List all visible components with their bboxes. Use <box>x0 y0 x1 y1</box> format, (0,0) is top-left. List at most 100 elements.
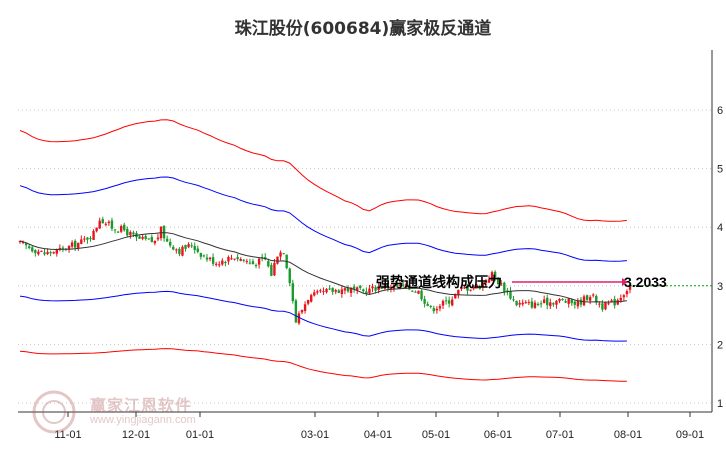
candle-body <box>542 299 546 303</box>
candle-body <box>218 264 221 266</box>
candle-body <box>224 262 227 264</box>
candle-body <box>227 257 230 262</box>
candle-body <box>503 282 506 292</box>
candle-body <box>190 245 193 247</box>
candle-body <box>297 313 301 324</box>
candle-body <box>518 302 521 305</box>
candle-body <box>126 228 129 236</box>
candle-body <box>58 247 62 249</box>
candle-body <box>447 300 451 304</box>
candle-body <box>119 226 123 232</box>
candle-body <box>622 295 626 298</box>
candle-body <box>337 290 340 293</box>
candle-body <box>313 292 316 296</box>
candle-body <box>438 306 442 309</box>
candle-body <box>211 257 215 264</box>
candle-body <box>515 300 518 306</box>
candle-body <box>61 247 65 249</box>
candle-body <box>441 300 445 306</box>
candle-body <box>478 286 481 289</box>
candle-body <box>306 299 310 304</box>
candle-body <box>552 303 555 305</box>
candle-body <box>236 257 239 260</box>
candle-body <box>221 260 224 265</box>
band-upper-inner <box>19 176 627 262</box>
candle-body <box>230 258 233 260</box>
candle-body <box>150 236 154 242</box>
candle-body <box>279 252 282 257</box>
candle-body <box>178 248 181 255</box>
candle-body <box>123 224 126 231</box>
candle-body <box>147 238 150 240</box>
candle-body <box>291 283 295 302</box>
candle-body <box>588 297 592 301</box>
chart-title: 珠江股份(600684)赢家极反通道 <box>234 19 492 39</box>
candle-body <box>24 242 28 246</box>
candle-body <box>113 229 117 231</box>
candle-body <box>98 220 101 229</box>
candle-body <box>539 303 543 305</box>
candle-body <box>582 296 586 306</box>
candle-body <box>214 263 218 265</box>
candle-body <box>475 284 478 289</box>
candle-body <box>254 265 258 267</box>
candle-body <box>576 300 580 307</box>
candle-body <box>89 238 92 240</box>
candle-body <box>564 301 567 303</box>
x-tick-label: 04-01 <box>364 429 392 441</box>
candle-body <box>524 302 527 304</box>
x-tick-label: 07-01 <box>546 429 574 441</box>
candle-body <box>451 299 454 306</box>
candle-body <box>21 242 25 244</box>
candle-body <box>233 258 236 260</box>
candle-body <box>466 286 469 291</box>
candle-body <box>340 289 344 295</box>
candle-body <box>490 272 494 282</box>
annotation-arrow-head <box>622 278 628 286</box>
candle-body <box>536 303 540 305</box>
candle-body <box>585 295 589 300</box>
candle-body <box>567 298 570 304</box>
x-tick-label: 03-01 <box>301 429 329 441</box>
candle-body <box>346 287 350 292</box>
candle-body <box>334 290 337 292</box>
candle-body <box>294 300 298 323</box>
candle-body <box>319 290 322 292</box>
candle-body <box>316 291 319 293</box>
candle-body <box>101 219 104 224</box>
x-tick-label: 09-01 <box>676 429 704 441</box>
candle-body <box>138 236 141 239</box>
candle-body <box>460 286 463 290</box>
candle-body <box>625 291 629 295</box>
candle-body <box>555 300 558 305</box>
annotation-label: 强势通道线构成压力 <box>376 274 502 291</box>
candle-body <box>487 279 491 283</box>
candle-body <box>31 247 34 252</box>
candle-body <box>619 297 623 301</box>
candle-body <box>77 242 80 248</box>
candle-body <box>80 239 83 244</box>
candle-body <box>628 285 632 290</box>
annotation-value: 3.2033 <box>624 274 667 290</box>
watermark-text: 赢家江恩软件 <box>90 396 193 415</box>
candle-body <box>454 293 457 299</box>
candle-body <box>132 232 135 235</box>
candle-body <box>67 245 71 250</box>
y-tick-label: 2 <box>717 339 723 351</box>
candle-body <box>193 245 196 250</box>
candle-body <box>257 258 261 265</box>
candle-body <box>52 252 55 254</box>
candle-body <box>144 236 147 239</box>
candle-body <box>37 251 40 255</box>
candle-body <box>181 246 184 256</box>
candle-body <box>92 230 95 240</box>
candle-body <box>365 291 368 294</box>
y-tick-label: 4 <box>717 222 723 234</box>
x-tick-label: 12-01 <box>122 429 150 441</box>
candle-body <box>270 264 273 276</box>
x-tick-label: 05-01 <box>422 429 450 441</box>
candle-body <box>303 304 307 312</box>
candle-body <box>530 301 534 308</box>
candle-body <box>496 278 500 285</box>
candle-body <box>184 245 187 249</box>
